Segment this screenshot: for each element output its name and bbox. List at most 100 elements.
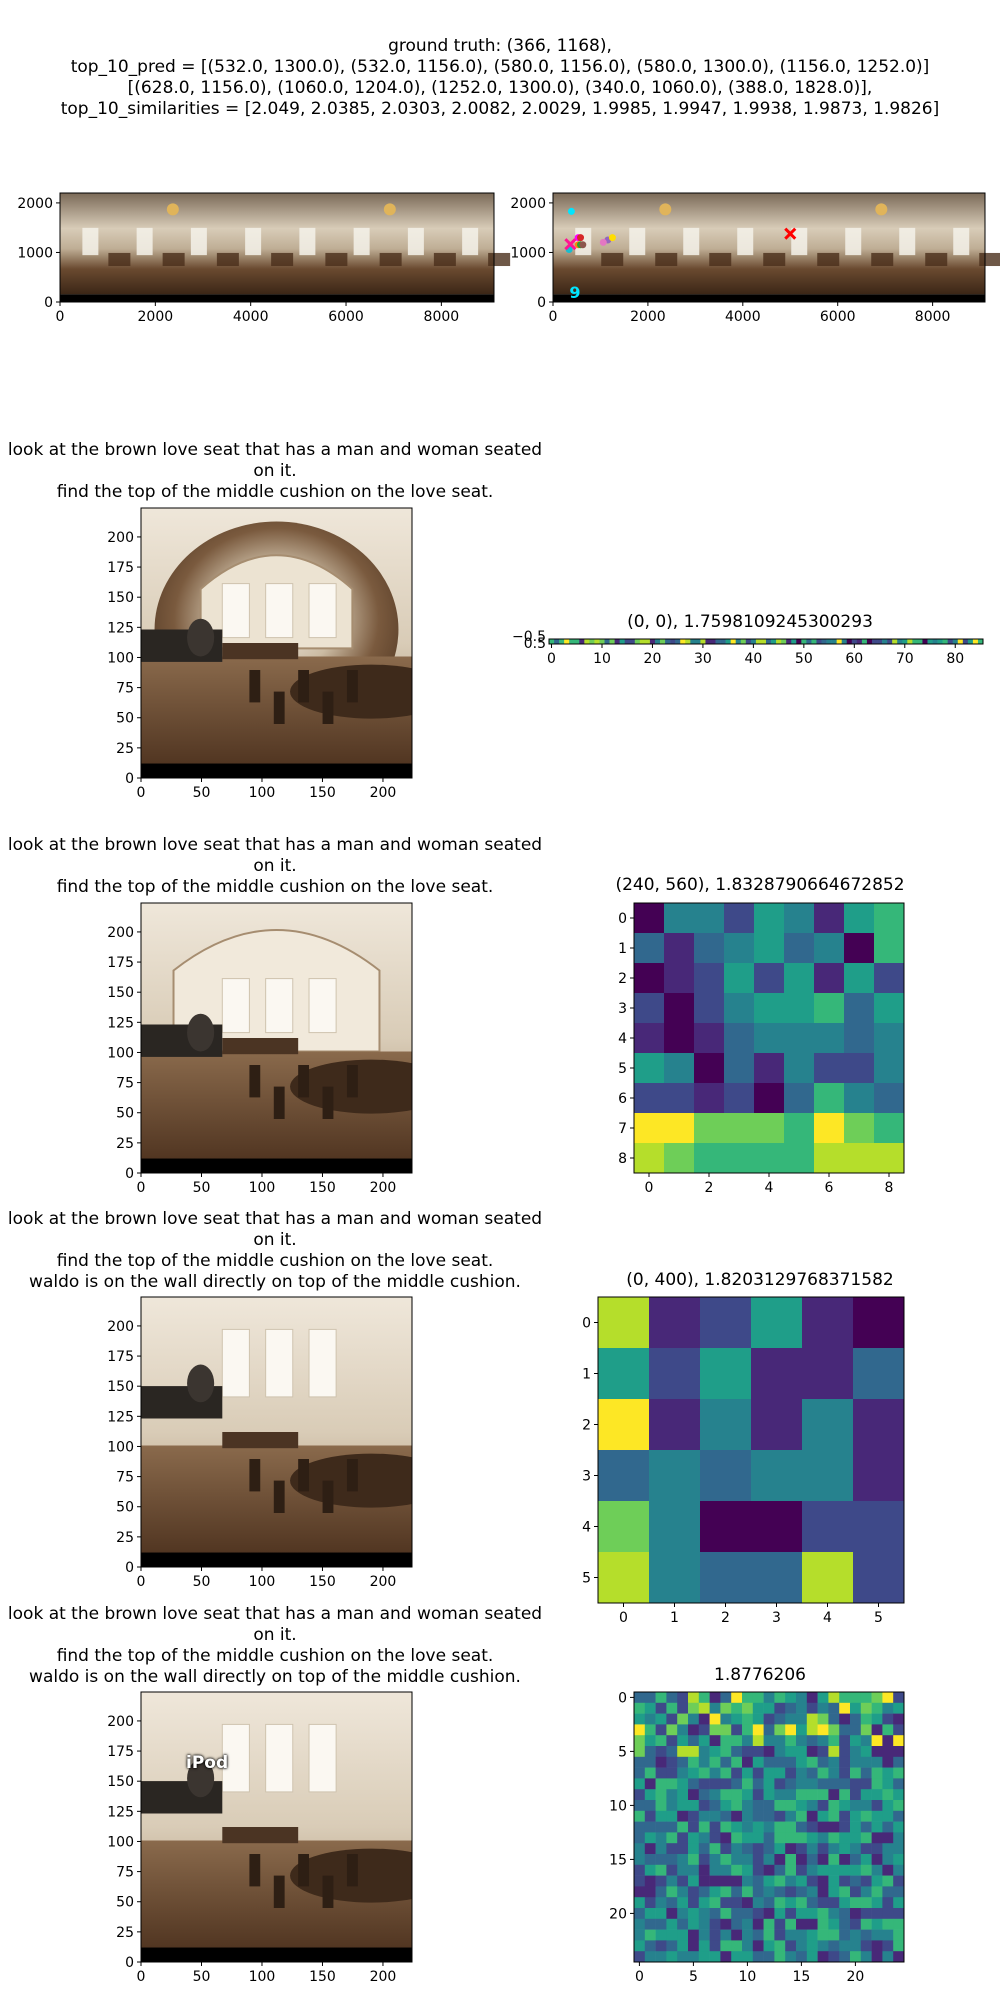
heatmap-cell — [967, 639, 974, 644]
heatmap-cell — [850, 1864, 862, 1876]
heatmap-cell — [752, 1843, 764, 1855]
heatmap-cell — [763, 1756, 775, 1768]
heatmap-cell — [688, 1746, 700, 1758]
heatmap-cell — [688, 1854, 700, 1866]
heatmap-cell — [634, 1800, 646, 1812]
heatmap-cell — [828, 1897, 840, 1909]
heatmap-cell — [752, 1810, 764, 1822]
heatmap-cell — [860, 1951, 872, 1963]
heatmap-cell — [871, 1778, 883, 1790]
table-shape — [925, 252, 948, 267]
heatmap-cell — [874, 1053, 905, 1084]
heatmap-cell — [839, 1735, 851, 1747]
heatmap-cell — [664, 1023, 695, 1054]
y-tick-label: 150 — [107, 985, 134, 1001]
heatmap-cell — [784, 1143, 815, 1174]
heatmap-cell — [649, 1297, 701, 1349]
heatmap-cell — [850, 1832, 862, 1844]
person-shape — [187, 618, 215, 657]
heatmap-cell — [828, 1908, 840, 1920]
y-tick-label: 100 — [107, 1045, 134, 1061]
heatmap-cell — [806, 639, 812, 644]
heatmap-cell — [688, 1864, 700, 1876]
heatmap-cell — [817, 1692, 829, 1704]
heatmap-cell — [844, 933, 875, 964]
heatmap-cell — [893, 1886, 905, 1898]
heatmap-cell — [649, 1552, 701, 1604]
heatmap-cell — [844, 993, 875, 1024]
y-tick-label: 50 — [116, 1106, 134, 1122]
heatmap-cell — [666, 1692, 678, 1704]
heatmap-cell — [839, 1821, 851, 1833]
crop-plot: 0 50 100 150 200 0 25 50 75 100 125 150 175 200 — [107, 507, 413, 801]
heatmap-cell — [882, 1864, 894, 1876]
heatmap-cell — [654, 639, 661, 644]
heatmap-cell — [624, 639, 631, 644]
heatmap-cell — [709, 1778, 721, 1790]
x-tick-label: 200 — [370, 785, 397, 801]
heatmap-cell — [655, 1908, 667, 1920]
heatmap-cell — [698, 1897, 710, 1909]
table-shape — [488, 252, 511, 267]
heatmap-cell — [644, 1789, 656, 1801]
heatmap-cell — [882, 1767, 894, 1779]
heatmap-cell — [655, 1918, 667, 1930]
heatmap-cell — [752, 1929, 764, 1941]
chandelier-shape — [383, 203, 396, 216]
heatmap-cell — [821, 639, 827, 644]
heatmap-cell — [828, 1724, 840, 1736]
heatmap-cell — [752, 1692, 764, 1704]
heatmap-cell — [763, 1929, 775, 1941]
x-tick-label: 6000 — [820, 309, 856, 325]
heatmap-cell — [828, 1832, 840, 1844]
heatmap-cell — [828, 1940, 840, 1952]
heatmap-cell — [882, 1886, 894, 1898]
heatmap-cell — [774, 1800, 786, 1812]
heatmap-cell — [688, 1789, 700, 1801]
window-shape — [265, 1328, 294, 1398]
heatmap-cell — [796, 1897, 808, 1909]
heatmap-cell — [735, 639, 742, 644]
heatmap-cell — [598, 1297, 650, 1349]
table-shape — [979, 252, 1000, 267]
heatmap-cell — [688, 1875, 700, 1887]
heatmap-cell — [666, 1951, 678, 1963]
heatmap-cell — [774, 1756, 786, 1768]
heatmap-cell — [828, 1810, 840, 1822]
heatmap-cell — [731, 1940, 743, 1952]
heatmap-cell — [844, 1083, 875, 1114]
heatmap-cell — [850, 1735, 862, 1747]
chair-shape — [322, 691, 334, 724]
x-tick-label: 0 — [56, 309, 65, 325]
heatmap-title-3: (0, 400), 1.8203129768371582 — [626, 1270, 894, 1290]
heatmap-cell — [893, 1929, 905, 1941]
heatmap-cell — [850, 1778, 862, 1790]
heatmap-cell — [882, 1713, 894, 1725]
heatmap-cell — [817, 1800, 829, 1812]
heatmap-cell — [947, 639, 954, 644]
heatmap-cell — [806, 1832, 818, 1844]
heatmap-cell — [796, 1692, 808, 1704]
heatmap-cell — [752, 1713, 764, 1725]
heatmap-cell — [871, 1908, 883, 1920]
heatmap-cell — [677, 1778, 689, 1790]
heatmap-cell — [784, 1053, 815, 1084]
y-tick-label: 2 — [582, 1418, 591, 1434]
heatmap-cell — [763, 1735, 775, 1747]
heatmap-cell — [754, 1113, 785, 1144]
heatmap-cell — [882, 1843, 894, 1855]
heatmap-cell — [817, 1951, 829, 1963]
window-shape — [299, 227, 316, 256]
heatmap-cell — [720, 1800, 732, 1812]
heatmap-cell — [871, 1918, 883, 1930]
heatmap-cell — [731, 1746, 743, 1758]
heatmap-cell — [760, 639, 767, 644]
heatmap-cell — [774, 1940, 786, 1952]
heatmap-cell — [742, 1767, 754, 1779]
y-tick-label: 50 — [116, 1500, 134, 1516]
x-tick-label: 150 — [309, 785, 336, 801]
heatmap-cell — [742, 1951, 754, 1963]
heatmap-cell — [634, 1918, 646, 1930]
heatmap-cell — [860, 1929, 872, 1941]
